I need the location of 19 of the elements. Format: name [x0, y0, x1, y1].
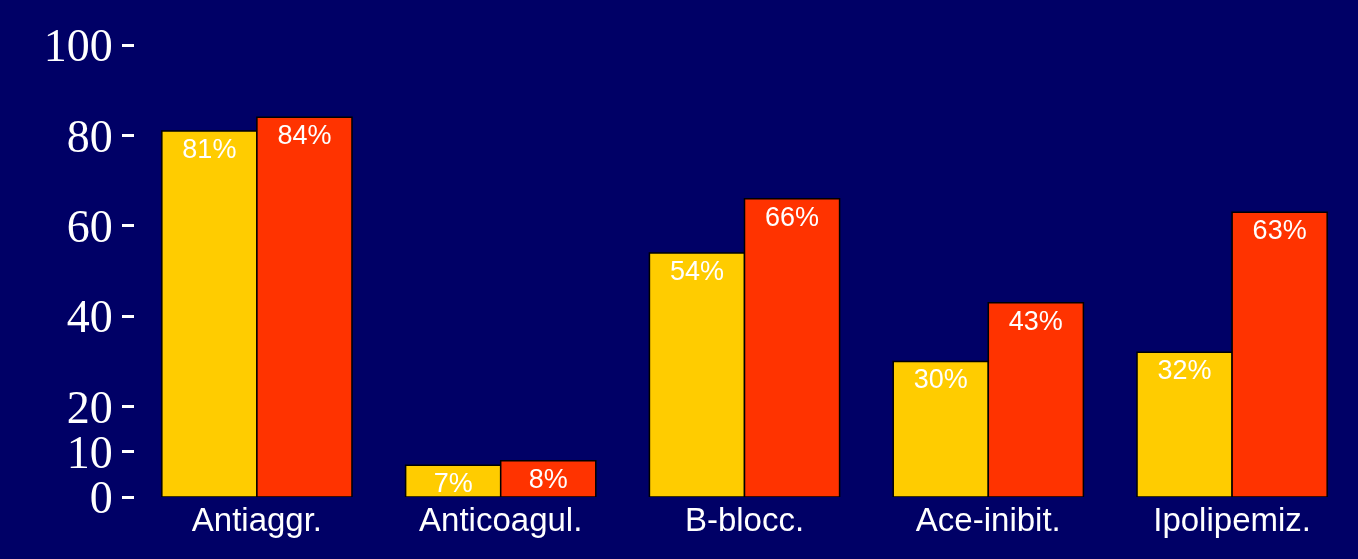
- y-tick-label: 40: [66, 291, 113, 343]
- data-label: 8%: [528, 463, 568, 494]
- x-tick-label: Ace-inibit.: [915, 501, 1061, 538]
- y-tick-label: 60: [66, 200, 113, 252]
- data-label: 81%: [182, 133, 237, 164]
- y-tick-label: 100: [43, 20, 113, 72]
- x-tick-label: Anticoagul.: [419, 501, 583, 538]
- x-tick-label: B-blocc.: [684, 501, 805, 538]
- data-label: 66%: [765, 201, 820, 232]
- x-tick-label: Ipolipemiz.: [1153, 501, 1311, 538]
- data-label: 54%: [669, 255, 724, 286]
- data-label: 63%: [1252, 215, 1307, 246]
- data-label: 43%: [1008, 305, 1063, 336]
- y-tick-label: 80: [66, 110, 113, 162]
- data-label: 32%: [1157, 355, 1212, 386]
- data-label: 7%: [433, 468, 473, 499]
- data-label: 30%: [913, 364, 968, 395]
- data-label: 84%: [277, 120, 332, 151]
- x-tick-label: Antiaggr.: [191, 501, 323, 538]
